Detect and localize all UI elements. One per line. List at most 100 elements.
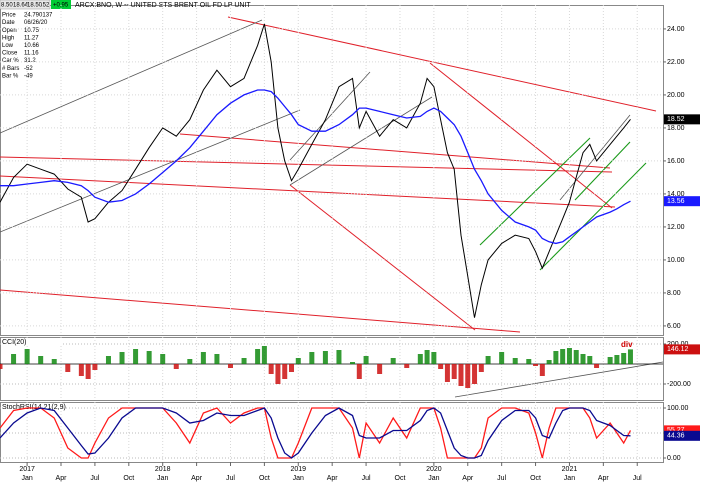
- y-tick-label: 24.00: [667, 26, 685, 33]
- last-value-box: [664, 430, 700, 441]
- y-tick-label: 100.00: [667, 405, 689, 412]
- info-label: Bar %: [2, 73, 19, 79]
- cci-bar: [51, 359, 57, 364]
- channel-line: [289, 71, 371, 161]
- trendline: [179, 133, 611, 169]
- trendline: [429, 62, 613, 209]
- info-label: Date: [2, 20, 15, 26]
- y-tick-label: 200.00: [667, 341, 689, 348]
- header-box: [0, 0, 51, 10]
- x-tick-label: Jul: [90, 475, 99, 482]
- cci-bar: [261, 346, 267, 364]
- x-tick-label: Jan: [293, 475, 304, 482]
- last-value-box: [664, 425, 700, 436]
- trendline: [289, 184, 476, 331]
- trendline: [0, 156, 613, 173]
- last-value-label: 44.36: [667, 433, 685, 440]
- cci-bar: [0, 364, 3, 369]
- y-tick-label: 12.00: [667, 224, 685, 231]
- cci-trendline: [454, 361, 664, 398]
- cci-bar: [573, 350, 579, 364]
- last-value-box: [664, 344, 700, 355]
- cci-bar: [275, 364, 281, 384]
- cci-bar: [526, 359, 532, 364]
- cci-bar: [336, 350, 342, 364]
- cci-bar: [214, 354, 220, 364]
- last-value-label: 13.56: [667, 198, 685, 205]
- year-label: 2017: [19, 466, 35, 473]
- cci-bar: [119, 352, 125, 364]
- x-tick-label: Jul: [497, 475, 506, 482]
- cci-bar: [255, 349, 261, 364]
- trendline: [0, 175, 616, 208]
- panel-label-bg: [1, 338, 63, 346]
- x-tick-label: Oct: [530, 475, 541, 482]
- cci-bar: [356, 364, 362, 379]
- cci-bar: [282, 364, 288, 379]
- x-tick-label: Apr: [327, 475, 339, 482]
- y-tick-label: 0.00: [667, 455, 681, 462]
- y-tick-label: -200.00: [667, 381, 691, 388]
- cci-bar: [350, 362, 356, 364]
- year-label: 2018: [155, 466, 171, 473]
- x-tick-label: Jul: [226, 475, 235, 482]
- cci-bar: [553, 351, 559, 364]
- plot: Jan Apr Jul Oct Jan Apr Jul Oct Jan Apr Jul Oct Jan A…: [0, 5, 700, 482]
- info-value: 10.66: [24, 43, 40, 49]
- cci-bar: [24, 349, 30, 364]
- cci-bar: [512, 358, 518, 364]
- info-box: Price 24.790137 Date 06/26/20 Open 10.75 High 1…: [2, 13, 53, 80]
- cci-bar: [560, 349, 566, 364]
- header-low: 18.50: [27, 3, 43, 9]
- info-label: Low: [2, 43, 14, 49]
- x-tick-label: Apr: [598, 475, 610, 482]
- last-value-box: [664, 114, 700, 125]
- cci-bar: [187, 359, 193, 364]
- x-tick-label: Jul: [362, 475, 371, 482]
- cci-bar: [309, 352, 315, 364]
- x-tick-label: Jan: [564, 475, 575, 482]
- x-tick-label: Apr: [191, 475, 203, 482]
- cci-bar: [92, 364, 98, 370]
- x-tick-label: Oct: [395, 475, 406, 482]
- cci-bar: [322, 351, 328, 364]
- cci-bar: [485, 356, 491, 364]
- cci-bar: [431, 352, 437, 364]
- y-tick-label: 20.00: [667, 92, 685, 99]
- cci-bar: [438, 364, 444, 369]
- header-close: .52: [41, 3, 50, 9]
- x-tick-label: Apr: [462, 475, 474, 482]
- cci-bar: [85, 364, 91, 379]
- panel-label-bg: [1, 403, 63, 411]
- x-tick-label: Jan: [21, 475, 32, 482]
- info-label: Close: [2, 51, 18, 57]
- y-tick-label: 18.00: [667, 125, 685, 132]
- cci-bar: [160, 354, 166, 364]
- x-tick-label: Apr: [56, 475, 68, 482]
- cci-bar: [533, 364, 539, 366]
- y-tick-label: 14.00: [667, 191, 685, 198]
- cci-bar: [241, 358, 247, 364]
- trendlines: [0, 16, 664, 398]
- cci-bar: [580, 354, 586, 364]
- y-tick-label: 8.00: [667, 290, 681, 297]
- panel-label: CCI(20): [2, 339, 27, 346]
- info-label: Price: [2, 13, 16, 19]
- cci-bar: [289, 364, 295, 372]
- channel-line: [289, 96, 433, 186]
- y-tick-label: 16.00: [667, 158, 685, 165]
- cci-bar: [546, 360, 552, 364]
- info-value: 31.2: [24, 58, 36, 64]
- cci-bar: [472, 364, 478, 384]
- x-tick-label: Oct: [123, 475, 134, 482]
- cci-bar: [227, 364, 233, 368]
- cci-bar: [621, 353, 627, 364]
- last-value-box: [664, 196, 700, 207]
- last-value-label: 18.52: [667, 116, 685, 123]
- y-tick-label: 22.00: [667, 59, 685, 66]
- cci-bar: [424, 350, 430, 364]
- info-value: 06/26/20: [24, 20, 48, 26]
- annotation: div: [621, 340, 633, 349]
